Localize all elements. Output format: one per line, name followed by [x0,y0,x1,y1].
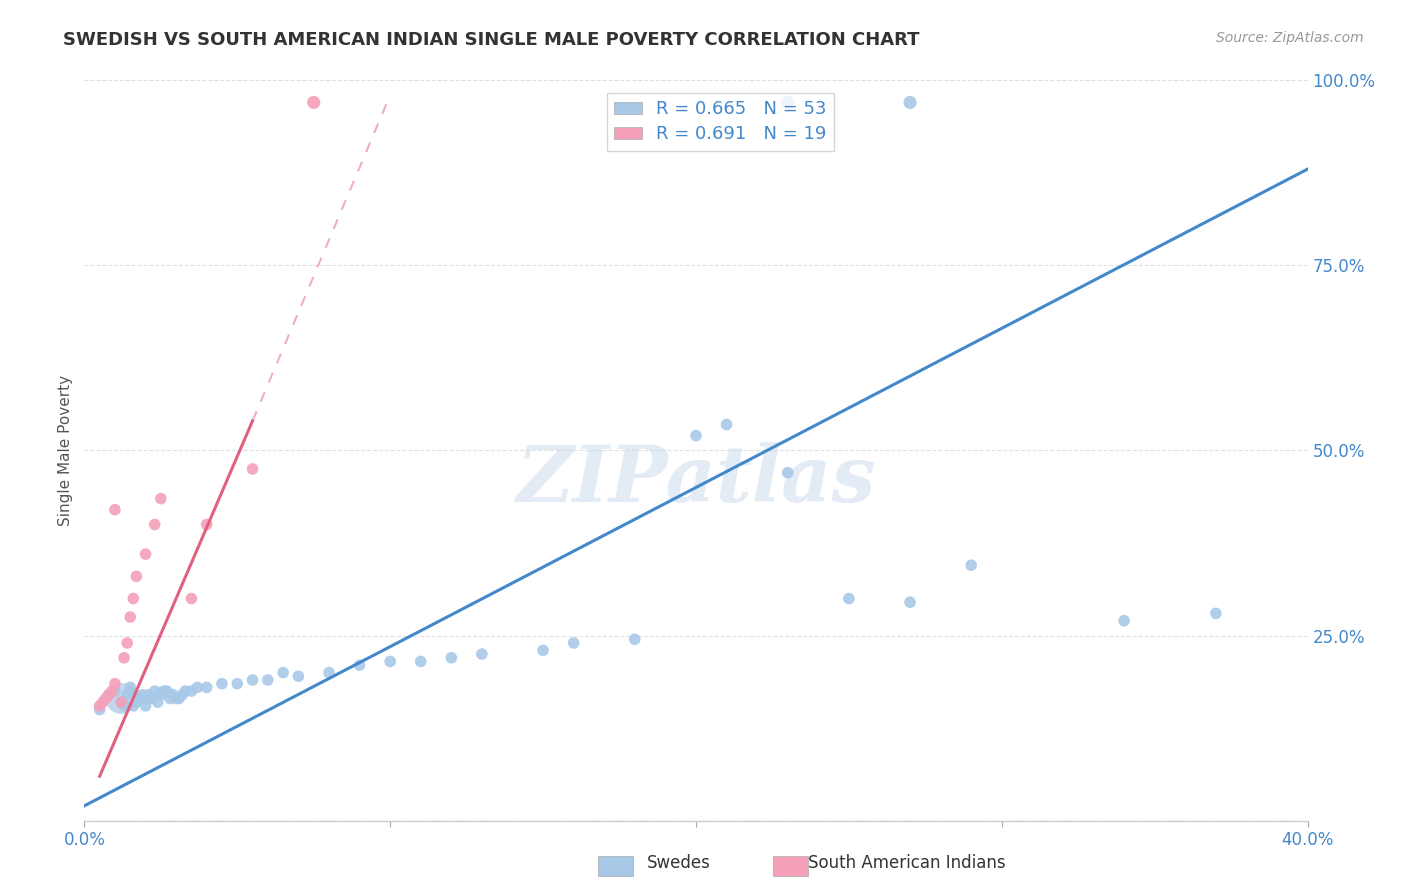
Point [104,676,127,690]
Point [287,669,309,683]
Point [226,676,249,690]
Point [149,491,172,506]
Point [960,558,983,573]
Point [471,647,494,661]
Point [716,417,738,432]
Point [380,655,402,669]
Point [91,695,114,709]
Point [1205,607,1227,621]
Point [174,684,197,698]
Point [440,650,463,665]
Point [131,688,153,702]
Point [898,95,921,110]
Point [159,691,181,706]
Point [257,673,280,687]
Point [349,658,371,673]
Point [112,650,135,665]
Point [776,466,799,480]
Point [115,688,138,702]
Point [125,569,148,583]
Text: ZIPatlas: ZIPatlas [516,442,876,518]
Point [271,665,294,680]
Point [110,691,132,706]
Point [141,691,163,706]
Point [122,591,145,606]
Point [195,517,218,532]
Point [302,95,325,110]
Text: South American Indians: South American Indians [808,855,1007,872]
Point [562,636,585,650]
Point [104,502,127,516]
Point [128,691,150,706]
Point [172,688,194,702]
Point [120,684,142,698]
Point [180,684,202,698]
Point [97,688,120,702]
Point [242,673,264,687]
Point [624,632,647,647]
Point [135,698,157,713]
Point [195,681,218,695]
Legend: R = 0.665   N = 53, R = 0.691   N = 19: R = 0.665 N = 53, R = 0.691 N = 19 [607,93,834,151]
Point [112,698,135,713]
Point [89,703,111,717]
Point [776,95,799,110]
Point [110,695,132,709]
Point [186,681,208,695]
Point [125,695,148,709]
Point [685,428,707,442]
Point [143,684,166,698]
Text: SWEDISH VS SOUTH AMERICAN INDIAN SINGLE MALE POVERTY CORRELATION CHART: SWEDISH VS SOUTH AMERICAN INDIAN SINGLE … [63,31,920,49]
Point [135,547,157,561]
Point [242,462,264,476]
Point [167,691,190,706]
Point [1114,614,1136,628]
Point [143,517,166,532]
Text: Swedes: Swedes [647,855,710,872]
Point [838,591,860,606]
Point [318,665,340,680]
Point [120,610,142,624]
Point [180,591,202,606]
Point [94,691,117,706]
Point [165,691,187,706]
Point [120,681,142,695]
Point [110,695,132,709]
Point [89,698,111,713]
Point [97,688,120,702]
Point [122,698,145,713]
Point [135,691,157,706]
Point [409,655,432,669]
Point [149,688,172,702]
Point [153,684,176,698]
Y-axis label: Single Male Poverty: Single Male Poverty [58,375,73,526]
Point [101,684,124,698]
Point [531,643,554,657]
Text: Source: ZipAtlas.com: Source: ZipAtlas.com [1216,31,1364,45]
Point [162,688,184,702]
Point [898,595,921,609]
Point [138,688,160,702]
Point [156,684,179,698]
Point [104,684,127,698]
Point [211,676,233,690]
Point [146,695,169,709]
Point [115,636,138,650]
